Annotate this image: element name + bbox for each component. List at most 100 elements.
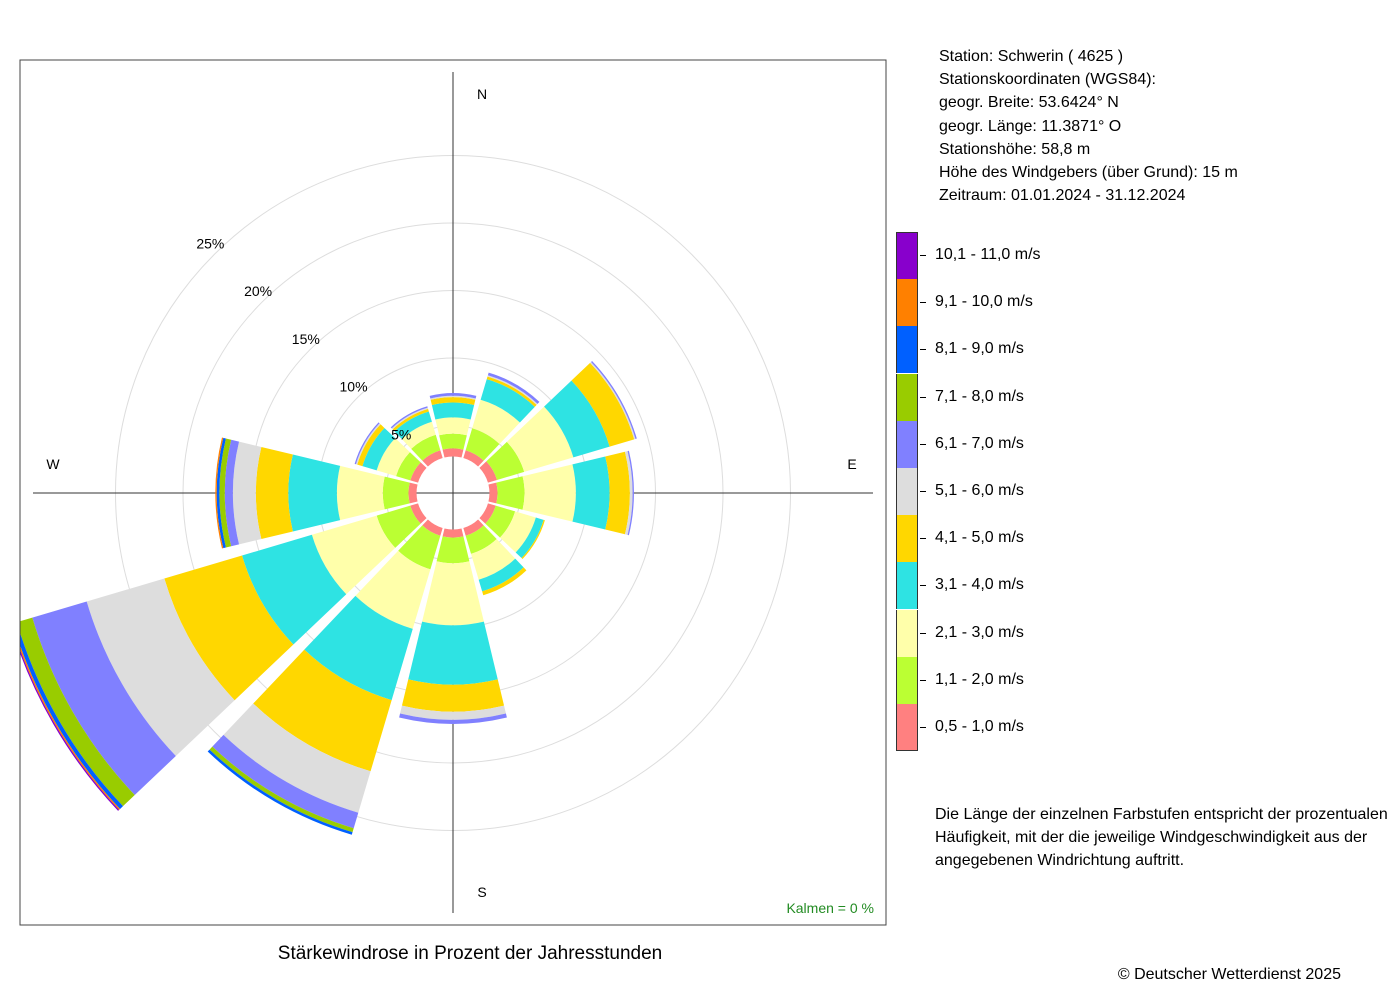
legend-item: 3,1 - 4,0 m/s xyxy=(896,562,1296,610)
legend-tick xyxy=(920,538,926,540)
sector-90-class-6 xyxy=(627,450,634,536)
legend-item: 1,1 - 2,0 m/s xyxy=(896,656,1296,704)
sector-210-class-0 xyxy=(422,519,443,536)
sector-150-class-1 xyxy=(465,525,497,554)
sector-300-class-0 xyxy=(410,462,427,483)
legend-item: 7,1 - 8,0 m/s xyxy=(896,373,1296,421)
sector-180-class-3 xyxy=(408,621,498,685)
sector-30-class-2 xyxy=(472,399,520,445)
legend-item: 9,1 - 10,0 m/s xyxy=(896,279,1296,327)
legend-label: 7,1 - 8,0 m/s xyxy=(935,387,1024,405)
sector-270-class-1 xyxy=(382,476,410,510)
sector-60-class-0 xyxy=(479,461,498,483)
sector-300-class-2 xyxy=(376,438,410,477)
sector-330-class-5 xyxy=(391,407,429,430)
compass-n: N xyxy=(477,86,487,102)
legend-tick xyxy=(920,302,926,304)
legend-item: 6,1 - 7,0 m/s xyxy=(896,420,1296,468)
sector-210-class-1 xyxy=(398,525,441,570)
sector-300-class-5 xyxy=(355,423,381,465)
sector-0-class-0 xyxy=(442,448,464,458)
sector-90-class-0 xyxy=(488,482,498,504)
legend-label: 9,1 - 10,0 m/s xyxy=(935,293,1033,311)
compass-e: E xyxy=(847,456,856,472)
sector-60-class-4 xyxy=(571,362,635,447)
legend-label: 4,1 - 5,0 m/s xyxy=(935,529,1024,547)
sector-240-class-5 xyxy=(86,578,235,756)
sector-30-class-4 xyxy=(486,376,537,407)
sector-240-class-2 xyxy=(311,515,396,595)
legend-tick xyxy=(920,679,926,681)
legend-label: 3,1 - 4,0 m/s xyxy=(935,576,1024,594)
sector-240-class-7 xyxy=(20,617,135,807)
sector-150-class-0 xyxy=(463,519,484,536)
ring-label-10: 10% xyxy=(340,379,368,395)
sector-240-class-0 xyxy=(410,503,427,524)
station-info: Station: Schwerin ( 4625 ) Stationskoord… xyxy=(939,45,1238,207)
legend-swatch xyxy=(896,656,918,704)
sector-270-class-9 xyxy=(215,437,224,549)
sector-90-class-5 xyxy=(624,451,633,535)
legend-swatch xyxy=(896,515,918,563)
legend-tick xyxy=(920,396,926,398)
compass-w: W xyxy=(46,456,60,472)
sector-270-class-7 xyxy=(219,438,232,548)
sensor-height: Höhe des Windgebers (über Grund): 15 m xyxy=(939,164,1238,182)
compass-axes xyxy=(33,72,873,913)
sector-180-class-4 xyxy=(401,679,505,712)
sector-0-class-3 xyxy=(431,402,475,420)
ring-label-25: 25% xyxy=(196,235,224,251)
sector-210-class-3 xyxy=(304,595,413,701)
sector-270-class-0 xyxy=(408,482,418,504)
station-name: Station: Schwerin ( 4625 ) xyxy=(939,48,1124,65)
sector-90-class-2 xyxy=(522,464,576,522)
sector-60-class-2 xyxy=(506,406,574,472)
legend-item: 10,1 - 11,0 m/s xyxy=(896,232,1296,279)
sector-240-class-4 xyxy=(164,555,294,701)
sector-120-class-3 xyxy=(515,517,544,559)
sector-210-class-2 xyxy=(355,550,431,629)
legend-tick xyxy=(920,491,926,492)
legend-swatch xyxy=(896,232,918,279)
sector-0-class-5 xyxy=(430,395,476,400)
sector-300-class-4 xyxy=(357,424,385,467)
legend-swatch xyxy=(896,562,918,610)
sector-240-class-6 xyxy=(32,601,176,796)
legend-label: 1,1 - 2,0 m/s xyxy=(935,670,1024,688)
legend-swatch xyxy=(896,420,918,468)
legend-swatch xyxy=(896,279,918,327)
legend-item: 8,1 - 9,0 m/s xyxy=(896,326,1296,374)
sector-150-class-3 xyxy=(478,558,524,592)
legend-item: 2,1 - 3,0 m/s xyxy=(896,609,1296,657)
legend-label: 6,1 - 7,0 m/s xyxy=(935,434,1024,452)
legend-swatch xyxy=(896,609,918,657)
sector-240-class-3 xyxy=(242,534,347,645)
sector-30-class-6 xyxy=(487,372,540,404)
sector-90-class-1 xyxy=(496,476,525,510)
chart-title: Stärkewindrose in Prozent der Jahresstun… xyxy=(277,943,663,964)
sector-210-class-6 xyxy=(212,734,359,829)
sector-0-class-4 xyxy=(430,397,476,406)
copyright: © Deutscher Wetterdienst 2025 xyxy=(1117,966,1341,983)
legend-swatch xyxy=(896,373,918,421)
sector-330-class-1 xyxy=(411,434,441,461)
sector-30-class-3 xyxy=(480,379,535,423)
sector-270-class-5 xyxy=(232,441,262,545)
legend-label: 2,1 - 3,0 m/s xyxy=(935,623,1024,641)
sector-270-class-6 xyxy=(224,439,240,547)
ring-labels: 5% 10% 15% 20% 25% xyxy=(196,235,411,442)
period: Zeitraum: 01.01.2024 - 31.12.2024 xyxy=(939,187,1186,205)
legend-tick xyxy=(920,349,926,351)
legend-item: 4,1 - 5,0 m/s xyxy=(896,515,1296,563)
sector-30-class-1 xyxy=(465,428,500,461)
legend-swatch xyxy=(896,704,918,751)
legend-label: 5,1 - 6,0 m/s xyxy=(935,482,1024,499)
ring-label-20: 20% xyxy=(244,283,272,299)
legend-swatch xyxy=(896,326,918,374)
ring-label-15: 15% xyxy=(292,331,320,347)
wind-sectors xyxy=(20,361,637,835)
legend-item: 5,1 - 6,0 m/s xyxy=(896,468,1296,515)
sector-240-class-1 xyxy=(376,505,421,548)
ring-label-5: 5% xyxy=(391,426,411,442)
